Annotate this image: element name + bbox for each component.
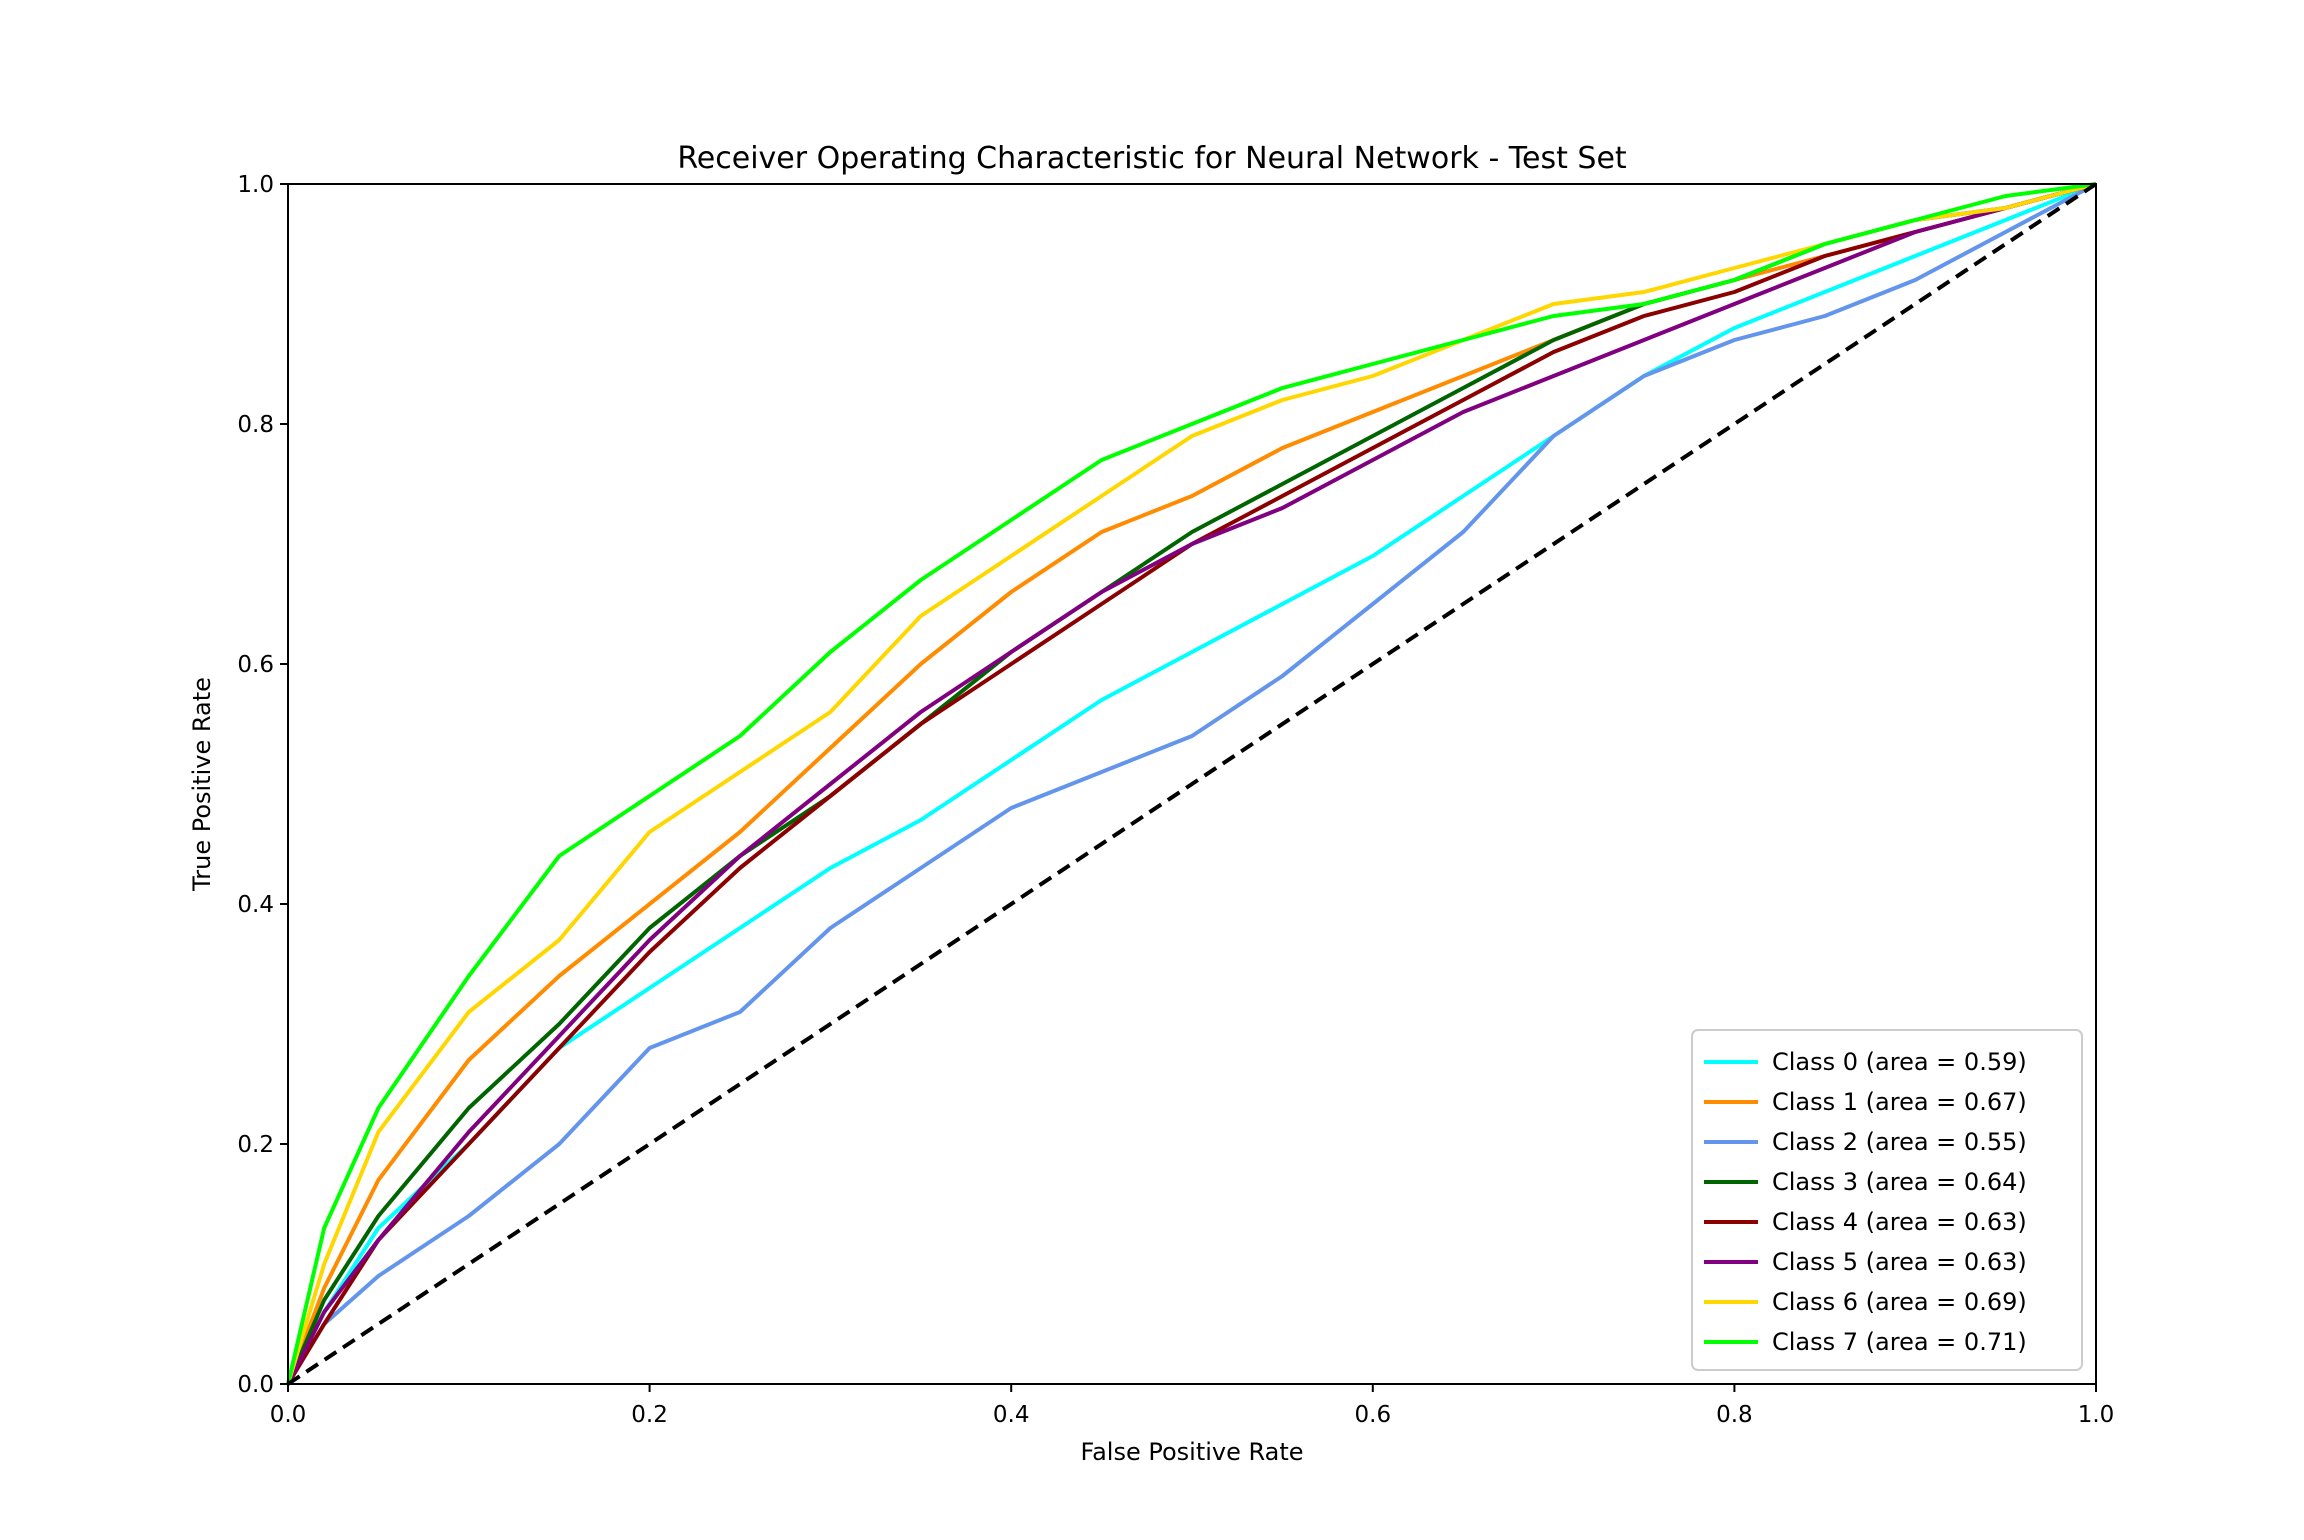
x-tick-label: 0.0: [270, 1402, 307, 1428]
ticks-layer: 0.0 0.2 0.4 0.6 0.8 1.0 0.0 0.2 0.4 0.6 0.8 1.0: [237, 172, 2114, 1428]
x-tick-label: 0.6: [1355, 1402, 1392, 1428]
x-tick-label: 0.4: [993, 1402, 1030, 1428]
x-tick-label: 1.0: [2078, 1402, 2115, 1428]
chance-diagonal-line: [286, 182, 2098, 1386]
roc-curve-class-2: [286, 182, 2097, 1386]
y-tick-label: 0.2: [237, 1132, 274, 1158]
y-tick-label: 0.6: [237, 652, 274, 678]
y-tick-label: 0.4: [237, 892, 274, 918]
roc-curve-class-1: [286, 182, 2097, 1385]
legend-entry-class-5: Class 5 (area = 0.63): [1772, 1248, 2027, 1276]
legend-entry-class-3: Class 3 (area = 0.64): [1772, 1168, 2027, 1196]
x-tick-label: 0.8: [1716, 1402, 1753, 1428]
legend-entry-class-6: Class 6 (area = 0.69): [1772, 1288, 2027, 1316]
roc-curve-class-6: [286, 182, 2097, 1385]
roc-curve-class-5: [286, 182, 2097, 1385]
legend-entry-class-2: Class 2 (area = 0.55): [1772, 1128, 2027, 1156]
legend-entry-class-0: Class 0 (area = 0.59): [1772, 1048, 2027, 1076]
legend: Class 0 (area = 0.59) Class 1 (area = 0.6…: [1691, 1029, 2083, 1371]
legend-entry-class-4: Class 4 (area = 0.63): [1772, 1208, 2027, 1236]
y-tick-label: 1.0: [237, 172, 274, 198]
x-tick-label: 0.2: [631, 1402, 668, 1428]
roc-curve-class-7: [286, 182, 2097, 1385]
y-tick-label: 0.8: [237, 412, 274, 438]
legend-entry-class-7: Class 7 (area = 0.71): [1772, 1328, 2027, 1356]
legend-entry-class-1: Class 1 (area = 0.67): [1772, 1088, 2027, 1116]
y-tick-label: 0.0: [237, 1372, 274, 1398]
y-axis-label: True Positive Rate: [188, 677, 216, 892]
lines-layer: [286, 182, 2098, 1386]
plot-area-frame: [287, 183, 2097, 1385]
x-axis-label: False Positive Rate: [1080, 1438, 1303, 1466]
legend-box: [1691, 1029, 2083, 1371]
chart-title: Receiver Operating Characteristic for Ne…: [677, 141, 1627, 176]
roc-curve-class-4: [286, 182, 2097, 1386]
